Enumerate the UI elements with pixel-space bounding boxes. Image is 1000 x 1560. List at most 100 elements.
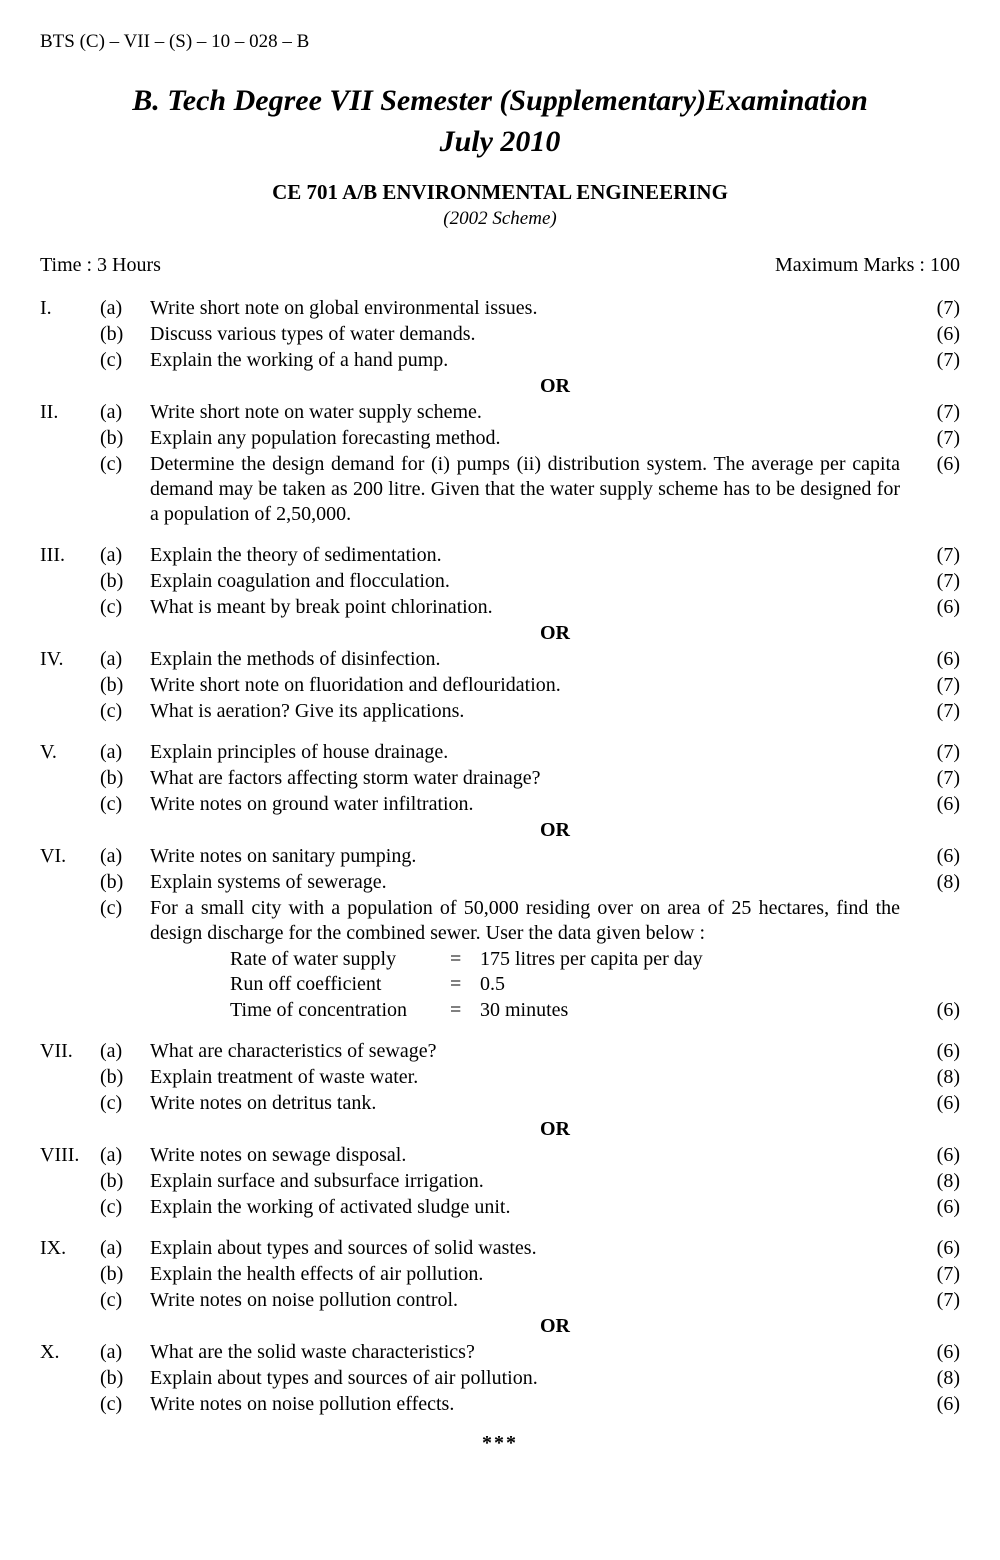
part: (c) bbox=[100, 348, 150, 373]
data-value: 0.5 bbox=[480, 972, 505, 997]
qtext: Write notes on detritus tank. bbox=[150, 1091, 910, 1116]
data-value: 175 litres per capita per day bbox=[480, 947, 703, 972]
qtext: Explain any population forecasting metho… bbox=[150, 426, 910, 451]
part: (b) bbox=[100, 1366, 150, 1391]
scheme-label: (2002 Scheme) bbox=[40, 207, 960, 231]
marks: (8) bbox=[910, 1065, 960, 1090]
paper-code: BTS (C) – VII – (S) – 10 – 028 – B bbox=[40, 30, 960, 54]
marks: (7) bbox=[910, 699, 960, 724]
part: (c) bbox=[100, 699, 150, 724]
marks: (6) bbox=[910, 1039, 960, 1064]
part: (c) bbox=[100, 792, 150, 817]
part: (b) bbox=[100, 322, 150, 347]
marks: (7) bbox=[910, 740, 960, 765]
qtext: Write short note on water supply scheme. bbox=[150, 400, 910, 425]
roman: VIII. bbox=[40, 1143, 100, 1168]
qtext: What is aeration? Give its applications. bbox=[150, 699, 910, 724]
part: (c) bbox=[100, 1288, 150, 1313]
qtext: Explain principles of house drainage. bbox=[150, 740, 910, 765]
time-label: Time : 3 Hours bbox=[40, 253, 161, 278]
marks: (8) bbox=[910, 1169, 960, 1194]
part: (c) bbox=[100, 896, 150, 921]
data-label: Rate of water supply bbox=[230, 947, 450, 972]
part: (a) bbox=[100, 1143, 150, 1168]
exam-title-line2: July 2010 bbox=[40, 123, 960, 161]
data-label: Run off coefficient bbox=[230, 972, 450, 997]
marks: (7) bbox=[910, 400, 960, 425]
marks: (6) bbox=[910, 1143, 960, 1168]
marks: (7) bbox=[910, 296, 960, 321]
part: (b) bbox=[100, 673, 150, 698]
marks: (6) bbox=[910, 998, 960, 1023]
data-value: 30 minutes bbox=[480, 998, 568, 1023]
roman: V. bbox=[40, 740, 100, 765]
qtext: Write short note on fluoridation and def… bbox=[150, 673, 910, 698]
qtext: Determine the design demand for (i) pump… bbox=[150, 452, 910, 527]
part: (c) bbox=[100, 1392, 150, 1417]
marks: (6) bbox=[910, 1340, 960, 1365]
data-label: Time of concentration bbox=[230, 998, 450, 1023]
qtext: Write notes on sewage disposal. bbox=[150, 1143, 910, 1168]
part: (c) bbox=[100, 595, 150, 620]
part: (a) bbox=[100, 647, 150, 672]
marks: (6) bbox=[910, 1392, 960, 1417]
end-marker: *** bbox=[40, 1431, 960, 1456]
qtext: Explain surface and subsurface irrigatio… bbox=[150, 1169, 910, 1194]
part: (b) bbox=[100, 1065, 150, 1090]
qtext: Explain treatment of waste water. bbox=[150, 1065, 910, 1090]
part: (a) bbox=[100, 1236, 150, 1261]
exam-title-line1: B. Tech Degree VII Semester (Supplementa… bbox=[40, 82, 960, 120]
qtext: Write short note on global environmental… bbox=[150, 296, 910, 321]
part: (a) bbox=[100, 543, 150, 568]
marks: (6) bbox=[910, 647, 960, 672]
qtext: Explain the working of activated sludge … bbox=[150, 1195, 910, 1220]
roman: VII. bbox=[40, 1039, 100, 1064]
marks: (7) bbox=[910, 1262, 960, 1287]
part: (b) bbox=[100, 766, 150, 791]
qtext: Explain about types and sources of solid… bbox=[150, 1236, 910, 1261]
part: (a) bbox=[100, 740, 150, 765]
qtext: Explain coagulation and flocculation. bbox=[150, 569, 910, 594]
part: (b) bbox=[100, 426, 150, 451]
roman: X. bbox=[40, 1340, 100, 1365]
part: (b) bbox=[100, 1262, 150, 1287]
roman: I. bbox=[40, 296, 100, 321]
part: (c) bbox=[100, 1195, 150, 1220]
part: (b) bbox=[100, 569, 150, 594]
or-separator: OR bbox=[40, 1117, 960, 1142]
qtext: Write notes on ground water infiltration… bbox=[150, 792, 910, 817]
qtext: Explain systems of sewerage. bbox=[150, 870, 910, 895]
marks: (7) bbox=[910, 766, 960, 791]
qtext: What is meant by break point chlorinatio… bbox=[150, 595, 910, 620]
marks: (8) bbox=[910, 1366, 960, 1391]
qtext: Explain the theory of sedimentation. bbox=[150, 543, 910, 568]
qtext: Write notes on noise pollution effects. bbox=[150, 1392, 910, 1417]
roman: II. bbox=[40, 400, 100, 425]
qtext: What are characteristics of sewage? bbox=[150, 1039, 910, 1064]
marks: (7) bbox=[910, 543, 960, 568]
marks: (6) bbox=[910, 452, 960, 477]
part: (a) bbox=[100, 844, 150, 869]
marks: (7) bbox=[910, 426, 960, 451]
or-separator: OR bbox=[40, 1314, 960, 1339]
marks: (6) bbox=[910, 792, 960, 817]
part: (c) bbox=[100, 452, 150, 477]
qtext: Discuss various types of water demands. bbox=[150, 322, 910, 347]
course-title: CE 701 A/B ENVIRONMENTAL ENGINEERING bbox=[40, 179, 960, 205]
part: (a) bbox=[100, 1340, 150, 1365]
maxmarks-label: Maximum Marks : 100 bbox=[775, 253, 960, 278]
part: (b) bbox=[100, 1169, 150, 1194]
marks: (6) bbox=[910, 844, 960, 869]
roman: IV. bbox=[40, 647, 100, 672]
part: (a) bbox=[100, 1039, 150, 1064]
qtext: Explain the methods of disinfection. bbox=[150, 647, 910, 672]
qtext: Explain about types and sources of air p… bbox=[150, 1366, 910, 1391]
roman: III. bbox=[40, 543, 100, 568]
marks: (6) bbox=[910, 1236, 960, 1261]
qtext: Write notes on sanitary pumping. bbox=[150, 844, 910, 869]
marks: (7) bbox=[910, 348, 960, 373]
part: (b) bbox=[100, 870, 150, 895]
roman: VI. bbox=[40, 844, 100, 869]
or-separator: OR bbox=[40, 374, 960, 399]
roman: IX. bbox=[40, 1236, 100, 1261]
